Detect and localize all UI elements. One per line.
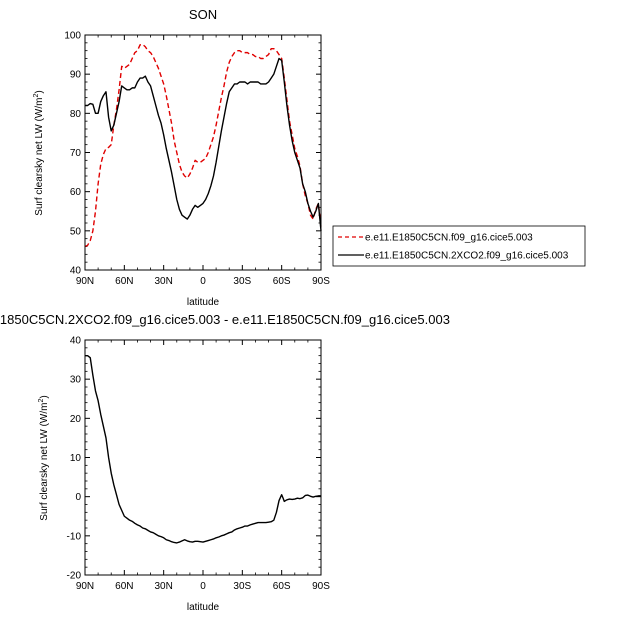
top-panel: SON 90N 60N 30N 0 30S 60S 90S 405060708090100 … — [33, 7, 586, 308]
bottom-panel: e.e11.E1850C5CN.2XCO2.f09_g16.cice5.003 … — [0, 312, 450, 613]
y-tick-label: 90 — [70, 70, 82, 81]
top-x-axis-label: latitude — [187, 297, 220, 308]
top-y-axis-label: Surf clearsky net LW (W/m2) — [33, 90, 45, 215]
y-tick-label: -20 — [67, 571, 82, 582]
y-tick-label: 70 — [70, 148, 82, 159]
bottom-x-axis-label: latitude — [187, 602, 220, 613]
x-tick-label: 60N — [115, 581, 133, 592]
y-tick-label: -10 — [67, 531, 82, 542]
y-tick-label: 50 — [70, 226, 82, 237]
y-tick-label: 30 — [70, 375, 82, 386]
legend: e.e11.E1850C5CN.f09_g16.cice5.003 e.e11.… — [332, 225, 586, 267]
y-tick-label: 100 — [64, 31, 81, 42]
x-tick-label: 90N — [76, 581, 94, 592]
series-line-2xco2 — [85, 57, 322, 231]
top-y-tick-labels: 40 50 60 70 80 90 100 — [64, 31, 81, 277]
bottom-plot-frame — [84, 339, 322, 576]
x-tick-label: 30S — [233, 581, 251, 592]
y-tick-label: 60 — [70, 187, 82, 198]
y-tick-label: 0 — [75, 492, 81, 503]
x-tick-label: 30N — [154, 276, 172, 287]
bottom-plot-area — [84, 339, 322, 576]
legend-label-control: e.e11.E1850C5CN.f09_g16.cice5.003 — [365, 233, 533, 244]
x-tick-label: 90S — [312, 276, 330, 287]
bottom-chart-title: e.e11.E1850C5CN.2XCO2.f09_g16.cice5.003 … — [0, 312, 450, 327]
bottom-x-tick-labels: 90N 60N 30N 0 30S 60S 90S — [76, 581, 330, 592]
x-tick-label: 0 — [200, 581, 206, 592]
x-tick-label: 30S — [233, 276, 251, 287]
x-tick-label: 60S — [273, 276, 291, 287]
x-tick-label: 90S — [312, 581, 330, 592]
y-tick-label: 20 — [70, 414, 82, 425]
y-tick-label: 40 — [70, 336, 82, 347]
top-chart-title: SON — [189, 7, 217, 22]
y-tick-label: 40 — [70, 266, 82, 277]
x-tick-label: 30N — [154, 581, 172, 592]
series-line-difference — [85, 354, 321, 544]
bottom-y-tick-labels: -20 -10 0 10 20 30 40 — [67, 336, 82, 582]
x-tick-label: 0 — [200, 276, 206, 287]
x-tick-label: 90N — [76, 276, 94, 287]
x-tick-label: 60S — [273, 581, 291, 592]
top-x-tick-labels: 90N 60N 30N 0 30S 60S 90S — [76, 276, 330, 287]
y-tick-label: 80 — [70, 109, 82, 120]
top-plot-area — [84, 34, 322, 271]
legend-box — [332, 225, 586, 267]
x-tick-label: 60N — [115, 276, 133, 287]
series-line-control — [84, 43, 322, 248]
legend-label-2xco2: e.e11.E1850C5CN.2XCO2.f09_g16.cice5.003 — [365, 251, 569, 262]
y-tick-label: 10 — [70, 453, 82, 464]
top-plot-frame — [84, 34, 322, 271]
bottom-y-axis-label: Surf clearsky net LW (W/m2) — [38, 395, 50, 520]
